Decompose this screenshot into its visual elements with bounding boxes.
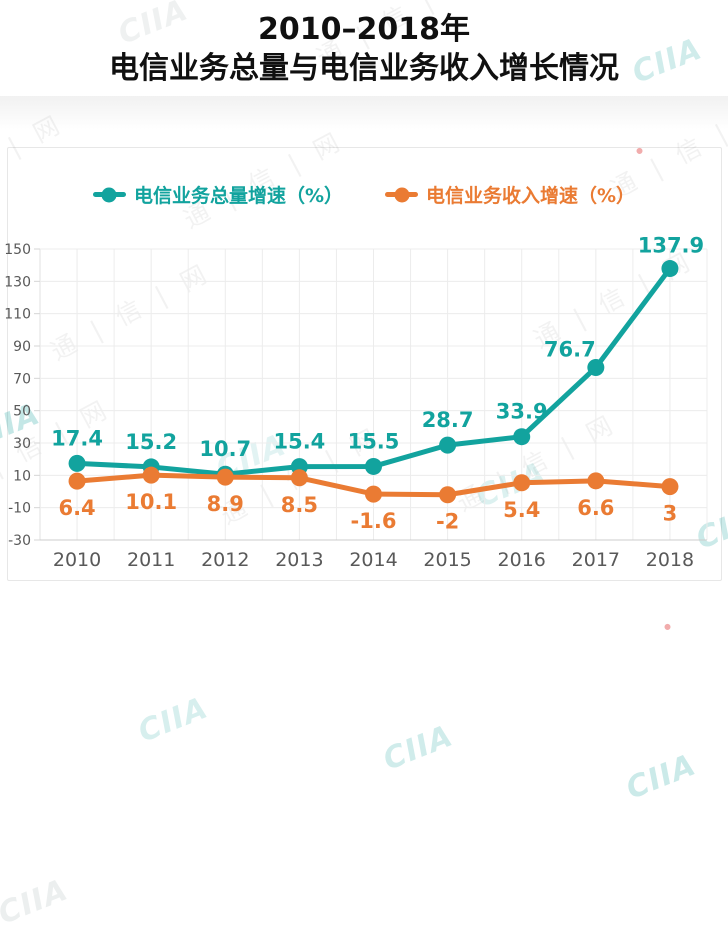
legend-label-revenue: 电信业务收入增速（%）	[426, 185, 636, 207]
chart-title: 2010–2018年 电信业务总量与电信业务收入增长情况	[0, 12, 728, 88]
y-axis-label: 30	[13, 436, 31, 452]
data-label: 28.7	[422, 408, 474, 432]
x-axis-label: 2011	[127, 549, 175, 571]
x-axis-label: 2013	[275, 549, 323, 571]
x-axis-label: 2018	[646, 549, 694, 571]
data-label: 6.6	[577, 496, 614, 520]
y-axis-label: -10	[8, 501, 31, 517]
y-axis-label: 130	[4, 274, 31, 290]
watermark-brand-logo: CIIA	[0, 627, 682, 931]
data-label: 137.9	[638, 234, 704, 258]
x-axis-label: 2012	[201, 549, 249, 571]
legend-marker-teal-icon	[92, 187, 126, 202]
y-axis-label: 70	[13, 371, 31, 387]
series-point	[68, 472, 86, 490]
chart-title-years: 2010–2018年	[258, 12, 470, 47]
legend-marker-orange-icon	[385, 187, 418, 202]
data-label: 15.5	[348, 429, 400, 453]
y-axis-label: 10	[13, 468, 31, 484]
legend-label-total-volume: 电信业务总量增速（%）	[133, 185, 343, 207]
data-label: -1.6	[351, 509, 397, 533]
data-label: 17.4	[51, 426, 103, 450]
series-point	[290, 469, 308, 487]
y-axis-label: 90	[13, 339, 31, 355]
data-label: 33.9	[496, 400, 548, 424]
data-label: 10.7	[199, 437, 251, 461]
y-axis-label: 50	[13, 404, 31, 420]
series-point	[365, 485, 382, 503]
y-axis-label: 110	[4, 307, 31, 323]
data-label: 6.4	[58, 496, 95, 520]
data-label: 3	[663, 502, 678, 526]
x-axis-label: 2010	[53, 549, 101, 571]
data-label: 76.7	[544, 338, 596, 362]
series-point	[439, 436, 457, 454]
x-axis-label: 2015	[423, 549, 471, 571]
x-axis-label: 2016	[498, 549, 546, 571]
series-point	[661, 260, 679, 278]
series-point	[365, 457, 382, 475]
data-label: -2	[436, 510, 459, 534]
series-point	[661, 478, 679, 496]
x-axis-label: 2017	[572, 549, 620, 571]
line-chart: 150 130 110 90 70 50 30 10 -10 -30 2010 2011 2012 201…	[4, 234, 708, 571]
legend-item-revenue[interactable]: 电信业务收入增速（%）	[385, 181, 635, 208]
legend-item-total-volume[interactable]: 电信业务总量增速（%）	[92, 181, 343, 208]
chart-title-subject: 电信业务总量与电信业务收入增长情况	[109, 51, 619, 86]
y-axis-label: 150	[4, 242, 31, 258]
series-point	[587, 359, 605, 377]
data-label: 15.4	[273, 430, 325, 454]
series-point	[68, 454, 86, 472]
series-point	[142, 466, 160, 484]
x-axis-label: 2014	[349, 549, 397, 571]
series-point	[216, 468, 234, 486]
header-shade-band	[0, 96, 728, 144]
series-point	[513, 474, 531, 492]
data-label: 8.9	[207, 492, 244, 516]
series-point	[439, 486, 457, 504]
data-label: 5.4	[503, 498, 540, 522]
legend: 电信业务总量增速（%） 电信业务收入增速（%）	[0, 181, 728, 208]
y-axis-label: -30	[8, 533, 31, 549]
data-label: 8.5	[281, 493, 318, 517]
series-point	[587, 472, 605, 490]
series-point	[513, 428, 531, 446]
data-label: 15.2	[125, 430, 177, 454]
data-label: 10.1	[125, 490, 177, 514]
